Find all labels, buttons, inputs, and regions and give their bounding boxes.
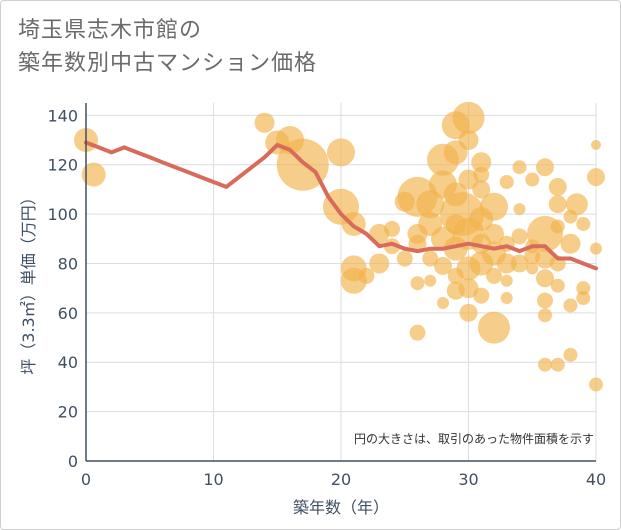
bubble [536,158,554,177]
bubble [396,250,413,267]
bubble [81,162,106,187]
bubble [550,278,565,293]
bubble [472,180,491,199]
x-axis-label: 築年数（年） [293,498,389,517]
y-axis-label: 坪（3.3㎡）単価（万円） [19,189,38,374]
bubble [500,292,513,305]
bubble [565,193,588,216]
size-annotation: 円の大きさは、取引のあった物件面積を示す [354,431,594,446]
bubble [513,203,526,216]
bubble [452,101,485,134]
x-tick-label: 40 [586,470,606,489]
bubble [563,347,578,362]
bubble [409,324,426,341]
bubble [590,242,602,255]
bubble [525,172,540,187]
bubble [587,168,605,187]
chart-title-line1: 埼玉県志木市館の [18,18,203,43]
bubble [538,308,552,323]
bubble [550,219,565,234]
bubble [550,357,565,372]
bubble [473,287,490,304]
y-tick-label: 20 [58,403,78,422]
bubble [526,262,539,275]
bubble [591,139,601,150]
bubble [538,357,552,372]
bubble [254,112,275,133]
y-tick-label: 120 [47,156,78,175]
bubble [473,166,490,183]
bubble [327,138,355,167]
y-tick-label: 0 [68,452,78,471]
bubble [486,267,502,284]
bubble [499,175,514,190]
axes: 0 10 20 30 40 0 20 40 60 80 100 120 140 [47,103,606,489]
x-tick-label: 20 [331,470,351,489]
trend-line [84,140,598,271]
bubble [548,177,567,196]
x-tick-label: 10 [203,470,223,489]
bubble [511,228,528,245]
y-tick-label: 60 [58,304,78,323]
bubble [589,377,603,392]
chart-title-line2: 築年数別中古マンション価格 [18,51,318,76]
y-tick-label: 140 [47,106,78,125]
bubble [459,303,478,322]
bubble [548,195,567,214]
bubble [410,276,425,291]
bubble [563,298,578,313]
bubble [576,281,591,296]
bubble [560,233,581,254]
bubble [434,256,452,275]
bubble [437,296,449,309]
bubble [424,274,437,287]
bubble [576,291,591,306]
y-tick-label: 40 [58,353,78,372]
bubble [471,152,492,173]
bubble [510,254,529,273]
x-tick-label: 0 [81,470,91,489]
bubble [484,223,504,244]
y-tick-label: 80 [58,254,78,273]
bubble [369,253,390,274]
bubble [512,160,527,175]
bubble [458,278,479,299]
bubble [536,269,554,288]
chart-title: 埼玉県志木市館の 築年数別中古マンション価格 [18,14,317,80]
bubble [496,253,517,274]
bubble [384,238,400,255]
bubble [576,216,591,231]
bubble [480,192,508,221]
bubble [500,274,513,287]
x-tick-label: 30 [458,470,478,489]
bubble [422,250,439,267]
y-tick-label: 100 [47,205,78,224]
bubble [358,267,375,284]
bubble [537,292,553,309]
bubble [458,130,479,151]
bubble-layer [74,101,605,392]
bubble [478,311,510,344]
bubble [384,220,400,237]
